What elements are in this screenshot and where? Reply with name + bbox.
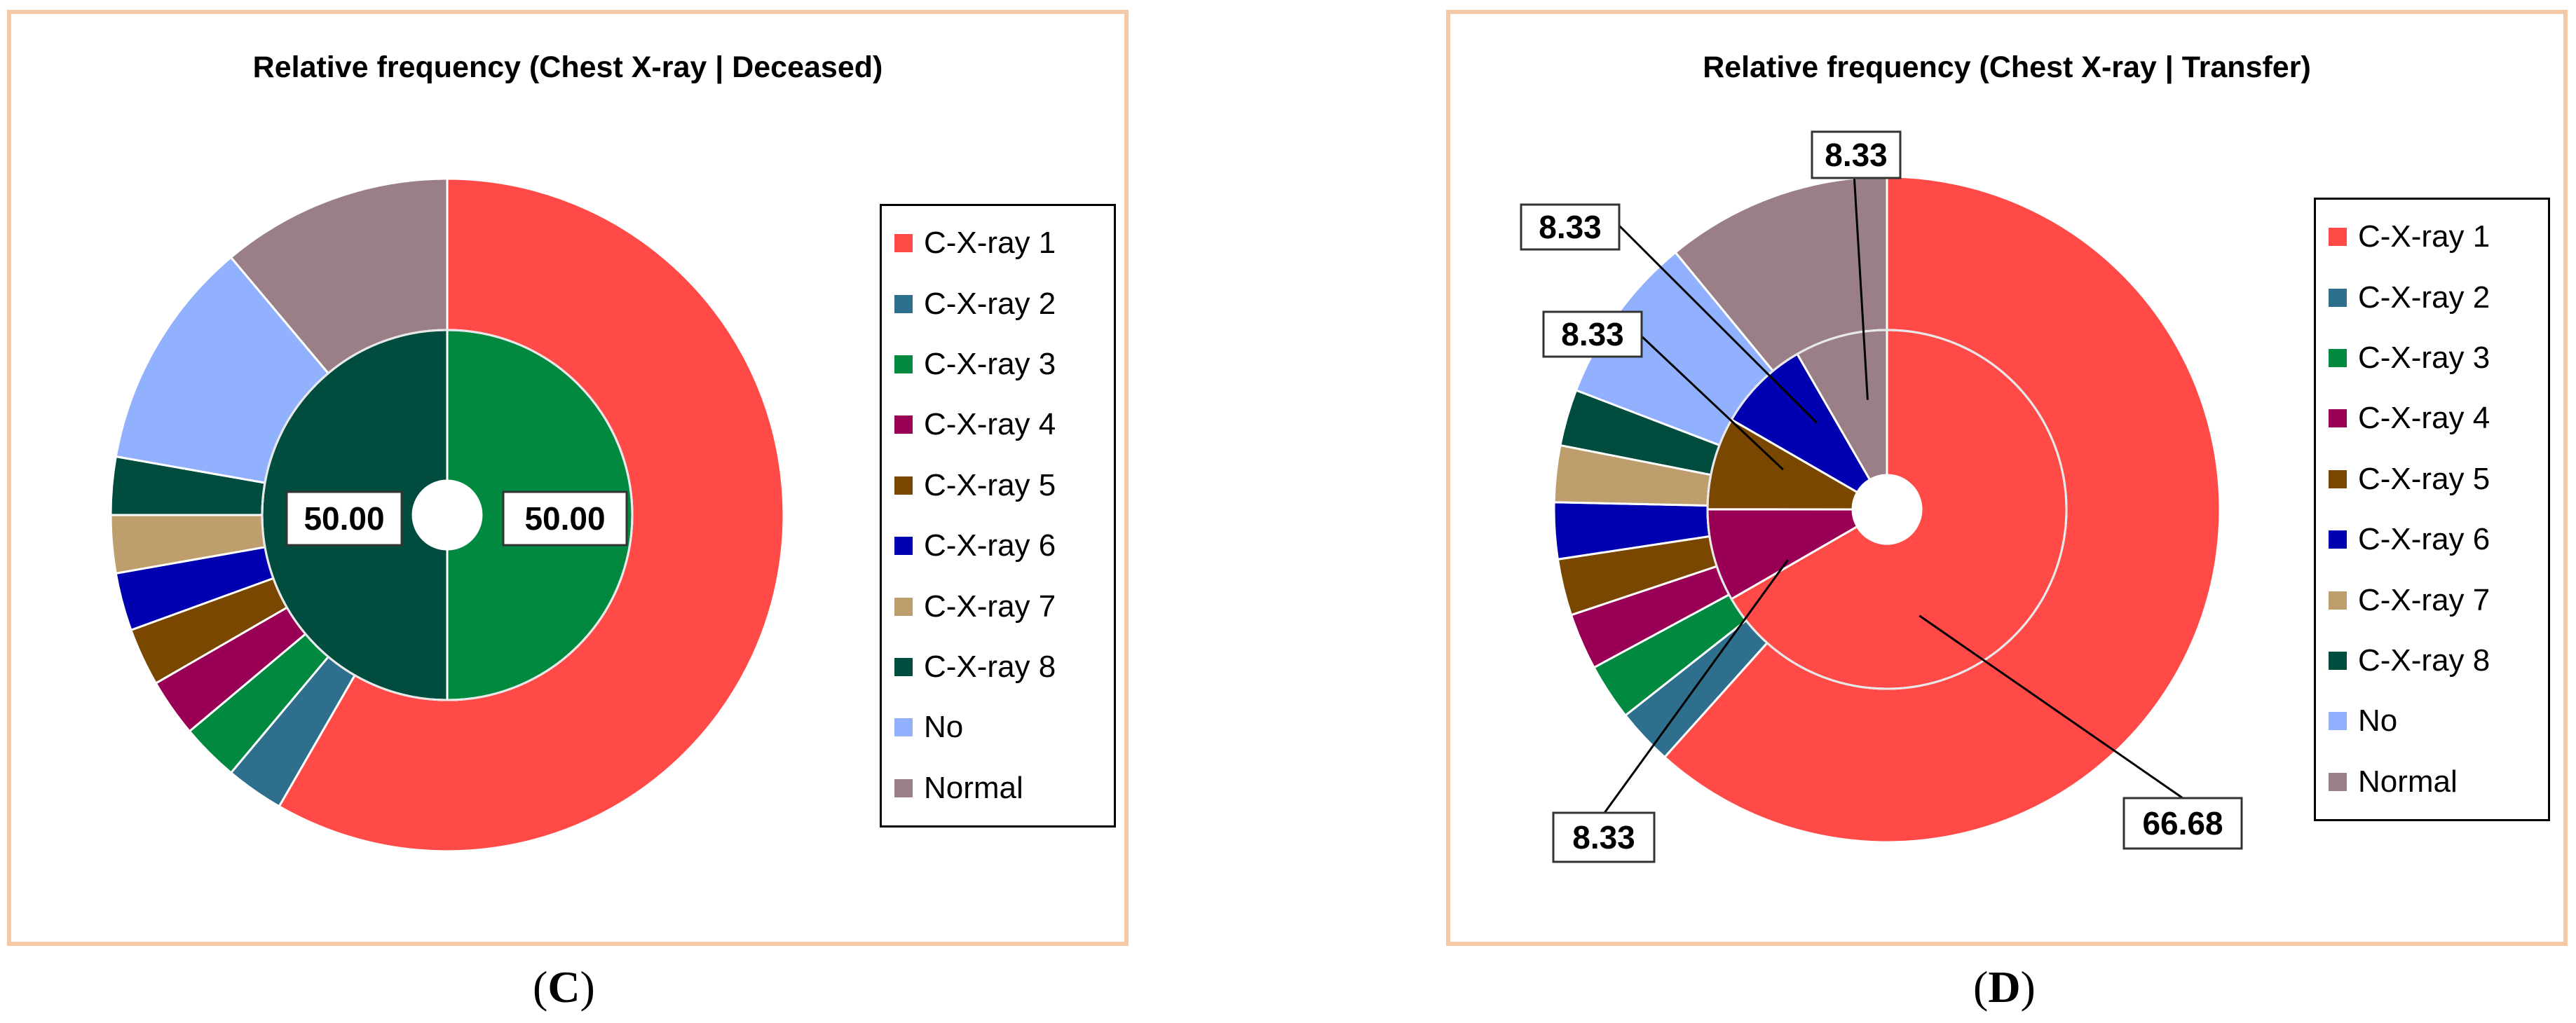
data-label-box xyxy=(502,490,628,547)
chart-title: Relative frequency (Chest X-ray | Deceas… xyxy=(252,50,883,84)
legend-swatch xyxy=(894,718,913,737)
chart-panel-d: Relative frequency (Chest X-ray | Transf… xyxy=(1446,10,2568,946)
legend-swatch xyxy=(2329,288,2347,307)
legend-item: C-X-ray 5 xyxy=(2329,449,2535,509)
legend-item: C-X-ray 6 xyxy=(2329,509,2535,570)
data-label-box xyxy=(1811,130,1902,179)
figure-caption-d: (D) xyxy=(1973,962,2036,1012)
inner-ring: C-X-ray 1: 66.68C-X-ray 4: 8.33C-X-ray 5… xyxy=(1706,329,2068,690)
legend-label: C-X-ray 3 xyxy=(924,346,1056,381)
ring-divider xyxy=(261,329,634,701)
data-label: 50.00 xyxy=(524,500,605,537)
legend-item: C-X-ray 5 xyxy=(894,455,1101,516)
legend-item: C-X-ray 4 xyxy=(2329,388,2535,448)
legend-swatch xyxy=(894,597,913,616)
legend-swatch xyxy=(894,416,913,434)
legend-swatch xyxy=(2329,228,2347,247)
legend-label: C-X-ray 4 xyxy=(2358,401,2490,436)
legend-item: C-X-ray 2 xyxy=(894,273,1101,334)
legend-swatch xyxy=(894,355,913,373)
data-label: 66.68 xyxy=(2142,805,2223,842)
legend-item: C-X-ray 8 xyxy=(2329,631,2535,691)
legend-swatch xyxy=(2329,348,2347,367)
legend-label: C-X-ray 3 xyxy=(2358,340,2490,375)
legend-swatch xyxy=(894,778,913,797)
leader-line xyxy=(1919,615,2183,799)
donut-chart-c: C-X-ray 1: 58.33C-X-ray 2: 2.78C-X-ray 3… xyxy=(109,177,785,853)
legend-item: C-X-ray 3 xyxy=(2329,328,2535,388)
legend-label: Normal xyxy=(2358,764,2458,799)
legend-swatch xyxy=(894,234,913,253)
data-label-box xyxy=(1520,203,1621,251)
legend-swatch xyxy=(2329,469,2347,488)
legend-label: C-X-ray 7 xyxy=(2358,582,2490,617)
legend-swatch xyxy=(894,294,913,313)
legend-label: C-X-ray 1 xyxy=(2358,219,2490,254)
legend-label: Normal xyxy=(924,770,1023,805)
legend-swatch xyxy=(894,476,913,495)
legend-label: C-X-ray 6 xyxy=(924,528,1056,563)
data-labels: 66.68 8.33 8.33 8.33 8.33 xyxy=(1520,130,2243,863)
figure-caption-c: (C) xyxy=(533,962,595,1012)
legend-item: C-X-ray 3 xyxy=(894,334,1101,394)
legend-item: C-X-ray 1 xyxy=(894,213,1101,273)
legend-item: C-X-ray 7 xyxy=(894,576,1101,636)
legend-label: C-X-ray 4 xyxy=(924,407,1056,442)
legend-label: C-X-ray 2 xyxy=(2358,280,2490,315)
chart-title: Relative frequency (Chest X-ray | Transf… xyxy=(1703,50,2311,84)
legend-swatch xyxy=(894,657,913,676)
legend-item: C-X-ray 8 xyxy=(894,637,1101,697)
legend-swatch xyxy=(2329,409,2347,428)
data-label-box xyxy=(285,490,403,547)
legend-item: Normal xyxy=(894,758,1101,818)
data-label: 8.33 xyxy=(1825,137,1888,173)
data-label: 8.33 xyxy=(1572,819,1635,856)
legend-label: No xyxy=(2358,703,2398,739)
legend-swatch xyxy=(894,537,913,556)
legend-label: C-X-ray 8 xyxy=(2358,643,2490,678)
legend-c: C-X-ray 1 C-X-ray 2 C-X-ray 3 C-X-ray 4 C-X-… xyxy=(880,204,1116,828)
legend-d: C-X-ray 1 C-X-ray 2 C-X-ray 3 C-X-ray 4 C-X-… xyxy=(2314,198,2550,821)
data-labels: 50.00 50.00 xyxy=(285,490,628,547)
legend-label: C-X-ray 6 xyxy=(2358,522,2490,557)
legend-label: C-X-ray 7 xyxy=(924,589,1056,624)
legend-swatch xyxy=(2329,772,2347,791)
legend-label: C-X-ray 5 xyxy=(924,467,1056,502)
legend-swatch xyxy=(2329,651,2347,670)
legend-item: No xyxy=(894,697,1101,757)
data-label-box xyxy=(1552,811,1656,863)
data-label-box xyxy=(2122,797,2243,850)
legend-item: Normal xyxy=(2329,752,2535,812)
leader-line xyxy=(1640,335,1784,471)
legend-label: C-X-ray 5 xyxy=(2358,461,2490,496)
data-label: 8.33 xyxy=(1561,316,1624,352)
data-label-box xyxy=(1542,310,1643,358)
legend-label: C-X-ray 8 xyxy=(924,649,1056,684)
legend-item: C-X-ray 1 xyxy=(2329,207,2535,267)
legend-label: C-X-ray 1 xyxy=(924,226,1056,261)
legend-item: C-X-ray 4 xyxy=(894,394,1101,455)
data-label: 8.33 xyxy=(1539,209,1602,245)
leader-line xyxy=(1603,559,1789,813)
legend-item: C-X-ray 7 xyxy=(2329,570,2535,630)
outer-ring: C-X-ray 1: 58.33C-X-ray 2: 2.78C-X-ray 3… xyxy=(109,177,785,853)
legend-swatch xyxy=(2329,591,2347,610)
chart-panel-c: Relative frequency (Chest X-ray | Deceas… xyxy=(7,10,1129,946)
legend-item: No xyxy=(2329,691,2535,751)
legend-label: No xyxy=(924,710,964,745)
legend-swatch xyxy=(2329,712,2347,731)
ring-divider xyxy=(1706,329,2068,690)
legend-label: C-X-ray 2 xyxy=(924,286,1056,321)
legend-item: C-X-ray 6 xyxy=(894,516,1101,576)
outer-ring: C-X-ray 1: 62.5C-X-ray 2: 2.78C-X-ray 3:… xyxy=(1553,175,2221,844)
legend-item: C-X-ray 2 xyxy=(2329,267,2535,327)
data-label: 50.00 xyxy=(304,500,384,537)
leader-line xyxy=(1618,224,1818,424)
legend-swatch xyxy=(2329,530,2347,549)
leader-line xyxy=(1851,149,1869,400)
donut-chart-d: C-X-ray 1: 62.5C-X-ray 2: 2.78C-X-ray 3:… xyxy=(1520,130,2243,863)
